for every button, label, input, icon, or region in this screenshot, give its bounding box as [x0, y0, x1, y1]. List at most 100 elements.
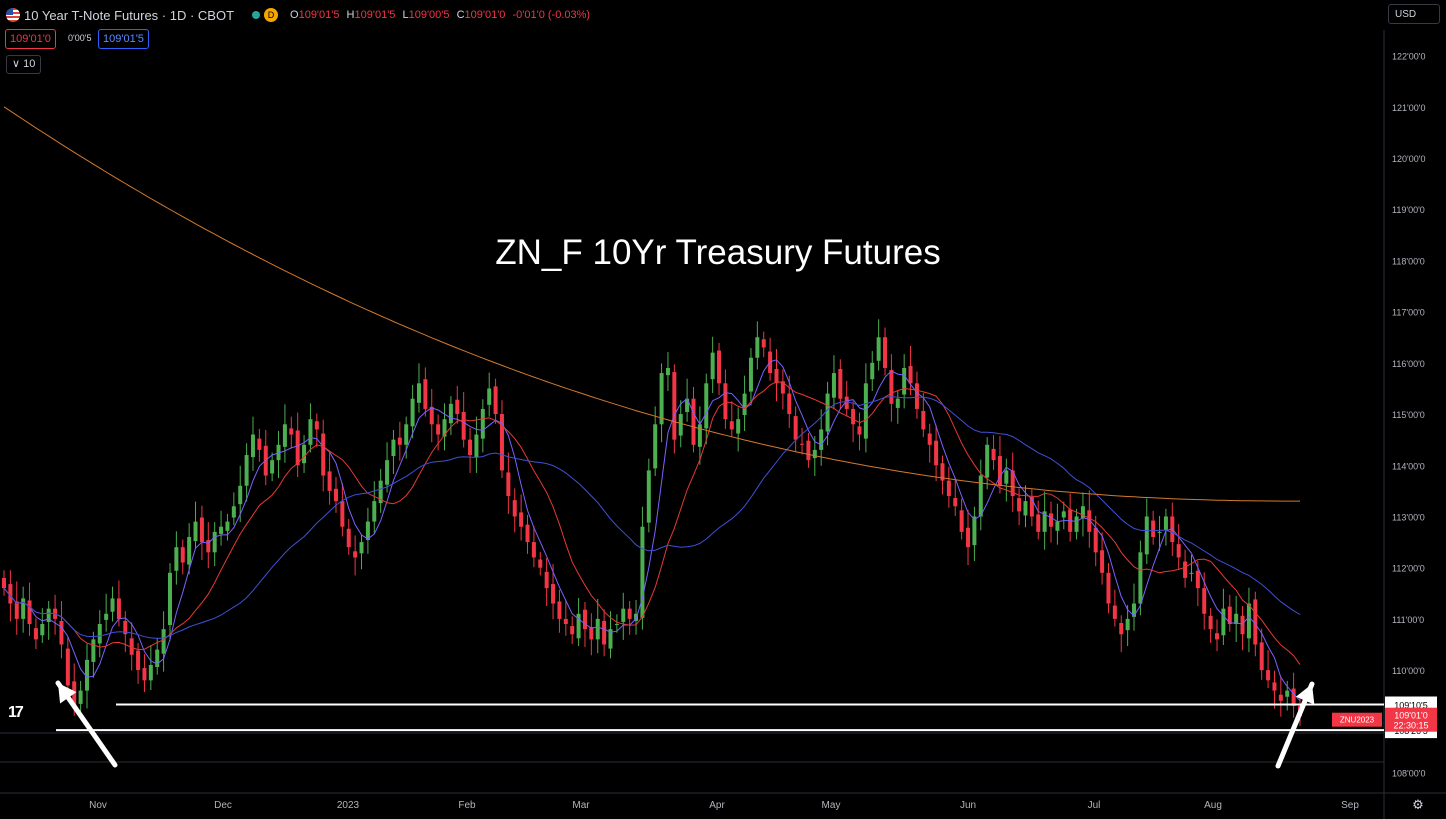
candle-body — [1151, 520, 1156, 537]
candle-body — [1291, 688, 1296, 706]
candle-body — [391, 439, 396, 457]
time-tick-label: Sep — [1341, 800, 1359, 811]
candle-body — [857, 426, 862, 435]
candle-body — [921, 410, 926, 430]
time-tick-label: May — [822, 800, 841, 811]
settings-gear-icon[interactable]: ⚙ — [1412, 797, 1424, 812]
candle-body — [729, 421, 734, 430]
candle-body — [678, 414, 683, 436]
candle-body — [161, 629, 166, 654]
market-status-icon[interactable] — [252, 11, 261, 19]
candle-body — [1221, 608, 1226, 636]
delayed-badge[interactable]: D — [264, 8, 279, 22]
candle-body — [180, 547, 185, 563]
candle-body — [314, 421, 319, 430]
candle-body — [672, 372, 677, 440]
candle-body — [704, 383, 709, 429]
candle-body — [621, 608, 626, 622]
candle-body — [1195, 570, 1200, 589]
symbol-title[interactable]: 10 Year T-Note Futures · 1D · CBOT — [24, 7, 235, 23]
sell-button[interactable]: 109'01'0 — [5, 29, 56, 49]
candle-body — [455, 399, 460, 415]
ma-slow-line — [3, 396, 1301, 639]
candle-body — [1042, 511, 1047, 532]
open-value: 109'01'5 — [298, 9, 340, 21]
price-tick-label: 114'00'0 — [1392, 461, 1425, 471]
candle-body — [129, 638, 134, 655]
candle-body — [1157, 531, 1162, 533]
candle-body — [1202, 588, 1207, 614]
candle-body — [563, 618, 568, 625]
candle-body — [1093, 527, 1098, 553]
candle-body — [257, 438, 262, 450]
candle-body — [193, 521, 198, 542]
candle-body — [551, 584, 556, 604]
indicators-toggle[interactable]: ∨ 10 — [6, 55, 42, 74]
candle-body — [825, 393, 830, 432]
candle-body — [819, 429, 824, 450]
candle-body — [506, 472, 511, 496]
candle-body — [333, 488, 338, 502]
candle-body — [889, 370, 894, 404]
candle-body — [665, 367, 670, 376]
candle-body — [429, 406, 434, 425]
buy-button[interactable]: 109'01'5 — [98, 29, 149, 49]
candle-body — [1227, 606, 1232, 625]
candle-body — [199, 517, 204, 543]
candle-body — [327, 471, 332, 491]
price-tick-label: 108'00'0 — [1392, 769, 1425, 779]
ma-fast-line — [3, 359, 1301, 702]
candle-body — [91, 639, 96, 662]
candle-body — [844, 396, 849, 409]
candle-body — [774, 368, 779, 384]
candle-body — [1132, 603, 1137, 617]
candle-body — [289, 428, 294, 435]
candle-body — [1278, 694, 1283, 701]
countdown-label: 22:30:15 — [1393, 721, 1428, 731]
candle-body — [1100, 550, 1105, 573]
candle-body — [1119, 622, 1124, 635]
price-tick-label: 119'00'0 — [1392, 205, 1425, 215]
candle-body — [589, 627, 594, 640]
candle-body — [1112, 605, 1117, 619]
candle-body — [359, 542, 364, 554]
candle-body — [423, 379, 428, 409]
last-symbol-label: ZNU2023 — [1340, 716, 1375, 725]
price-tick-label: 122'00'0 — [1392, 52, 1425, 62]
candle-body — [582, 609, 587, 630]
candle-body — [1055, 521, 1060, 531]
candle-body — [155, 649, 160, 668]
candle-body — [487, 388, 492, 405]
candle-body — [295, 430, 300, 466]
tradingview-logo-icon[interactable]: 17 — [8, 704, 24, 721]
candle-body — [576, 613, 581, 639]
currency-select[interactable]: USD — [1388, 4, 1440, 24]
time-tick-label: Mar — [572, 800, 590, 811]
candle-body — [991, 448, 996, 461]
candle-body — [1106, 572, 1111, 604]
candle-body — [78, 690, 83, 704]
candle-body — [627, 608, 632, 619]
candle-body — [416, 383, 421, 403]
candle-body — [410, 398, 415, 427]
candle-body — [1253, 599, 1258, 645]
price-tick-label: 112'00'0 — [1392, 564, 1425, 574]
candle-body — [761, 339, 766, 348]
candle-body — [1208, 615, 1213, 630]
candle-body — [908, 365, 913, 384]
candle-body — [442, 419, 447, 437]
candle-body — [997, 456, 1002, 486]
candle-body — [372, 501, 377, 522]
candle-body — [1010, 470, 1015, 496]
candle-body — [14, 601, 19, 619]
close-value: 109'01'0 — [464, 9, 506, 21]
candle-body — [544, 571, 549, 589]
candle-body — [742, 393, 747, 416]
support-upper-label: 109'10'5 — [1394, 701, 1427, 711]
candle-body — [110, 598, 115, 612]
candle-body — [212, 531, 217, 553]
candle-body — [244, 455, 249, 486]
candle-body — [1061, 511, 1066, 518]
candle-body — [1049, 513, 1054, 527]
